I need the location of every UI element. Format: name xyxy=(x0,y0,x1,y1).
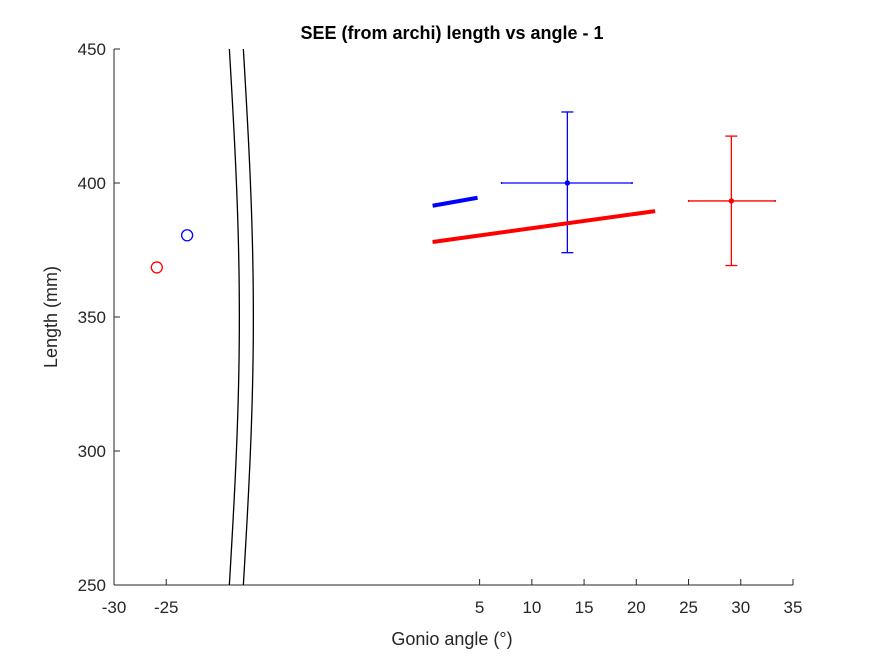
x-tick-label-3: 10 xyxy=(522,598,541,617)
y-tick-label-4: 450 xyxy=(78,40,106,59)
x-tick-label-0: -30 xyxy=(102,598,127,617)
y-tick-label-2: 350 xyxy=(78,308,106,327)
x-tick-label-7: 30 xyxy=(731,598,750,617)
red-mean-marker xyxy=(728,198,735,204)
y-tick-label-3: 400 xyxy=(78,174,106,193)
red-fit-line xyxy=(432,209,656,244)
x-axis-label: Gonio angle (°) xyxy=(391,629,512,649)
y-axis-label: Length (mm) xyxy=(41,266,61,368)
red-point-marker xyxy=(150,261,163,274)
axis-break-line-right xyxy=(242,48,255,586)
x-tick-label-1: -25 xyxy=(154,598,179,617)
x-tick-label-6: 25 xyxy=(679,598,698,617)
x-tick-label-5: 20 xyxy=(627,598,646,617)
x-tick-label-8: 35 xyxy=(784,598,803,617)
chart-title: SEE (from archi) length vs angle - 1 xyxy=(300,23,603,43)
plot-area: -30 -25 5 10 15 20 25 30 35 250 300 350 400 450 xyxy=(78,40,803,617)
x-tick-label-4: 15 xyxy=(575,598,594,617)
y-tick-label-0: 250 xyxy=(78,576,106,595)
blue-point-marker xyxy=(180,229,194,242)
blue-fit-line xyxy=(432,195,478,208)
blue-mean-marker xyxy=(564,180,571,186)
x-tick-label-2: 5 xyxy=(475,598,484,617)
y-tick-label-1: 300 xyxy=(78,442,106,461)
axis-break-line-left xyxy=(228,48,241,586)
